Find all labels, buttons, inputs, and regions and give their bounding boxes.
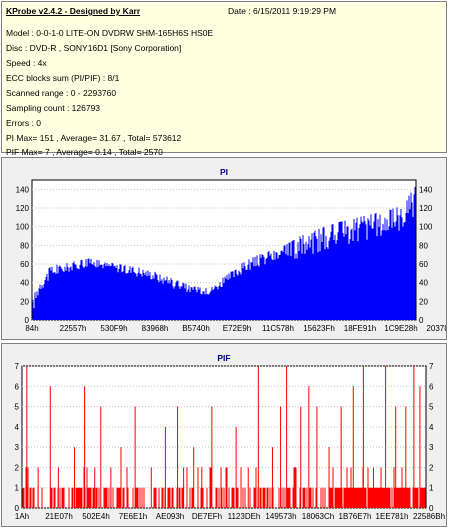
y-tick-label-right: 80 (419, 241, 428, 250)
y-tick-label-left: 100 (16, 223, 30, 232)
pi-chart-panel: PI 0 0 20 20 40 40 60 60 80 80 100 100 120 120 140 140 8… (1, 157, 447, 340)
y-tick-label-left: 0 (15, 504, 20, 513)
y-tick-label-right: 0 (419, 316, 424, 325)
x-tick-label: 7E6E1h (119, 512, 147, 521)
pi-stats-line: PI Max= 151 , Average= 31.67 , Total= 57… (6, 133, 182, 143)
x-tick-label: 203785h (426, 324, 446, 333)
pif-stats-line: PIF Max= 7 , Average= 0.14 , Total= 2570 (6, 147, 163, 157)
y-tick-label-right: 60 (419, 260, 428, 269)
y-tick-label-left: 4 (15, 423, 20, 432)
y-tick-label-right: 3 (429, 443, 434, 452)
y-tick-label-right: 1 (429, 484, 434, 493)
x-tick-label: 1123DEh (228, 512, 261, 521)
x-tick-label: 1B76E7h (339, 512, 372, 521)
pif-chart: 0 0 1 1 2 2 3 3 4 4 5 5 6 6 7 7 1Ah 21E07h 502E4h 7E6E1h AE0… (15, 362, 445, 521)
y-tick-label-left: 6 (15, 382, 20, 391)
x-tick-label: AE093h (156, 512, 184, 521)
y-tick-label-left: 1 (15, 484, 20, 493)
x-tick-label: 149573h (265, 512, 296, 521)
x-tick-label: 22586Bh (413, 512, 445, 521)
y-tick-label-left: 20 (20, 297, 29, 306)
x-tick-label: 1EE781h (376, 512, 409, 521)
pif-chart-title: PIF (217, 353, 231, 363)
x-tick-label: 83968h (142, 324, 169, 333)
y-tick-label-right: 100 (419, 223, 433, 232)
y-tick-label-left: 0 (25, 316, 30, 325)
disc-line: Disc : DVD-R , SONY16D1 [Sony Corporatio… (6, 43, 182, 53)
y-tick-label-right: 40 (419, 279, 428, 288)
y-tick-label-right: 7 (429, 362, 434, 371)
pi-chart: 0 0 20 20 40 40 60 60 80 80 100 100 120 120 140 140 84h 2… (16, 179, 446, 333)
pi-chart-title: PI (219, 167, 229, 177)
scan-date: Date : 6/15/2011 9:19:29 PM (228, 6, 337, 16)
y-tick-label-right: 5 (429, 403, 434, 412)
y-tick-label-right: 6 (429, 382, 434, 391)
app-title: KProbe v2.4.2 - Designed by Karr (6, 6, 141, 16)
y-tick-label-right: 0 (429, 504, 434, 513)
info-panel: KProbe v2.4.2 - Designed by Karr Date : … (1, 1, 447, 157)
y-tick-label-right: 140 (419, 185, 433, 194)
y-tick-label-right: 120 (419, 204, 433, 213)
x-tick-label: 11C578h (262, 324, 294, 333)
pi-series (32, 186, 416, 320)
x-tick-label: 84h (25, 324, 38, 333)
x-tick-label: 18FE91h (344, 324, 376, 333)
y-tick-label-left: 40 (20, 279, 29, 288)
y-tick-label-left: 3 (15, 443, 20, 452)
x-tick-label: 21E07h (45, 512, 73, 521)
y-tick-label-left: 140 (16, 185, 30, 194)
y-tick-label-right: 4 (429, 423, 434, 432)
ecc-line: ECC blocks sum (PI/PIF) : 8/1 (6, 73, 120, 83)
x-tick-label: 15623Fh (303, 324, 335, 333)
sampling-line: Sampling count : 126793 (6, 103, 101, 113)
pif-chart-panel: PIF 0 0 1 1 2 2 3 3 4 4 5 5 6 6 7 7 1Ah 21E07h 502E4h 7E6E1… (1, 343, 447, 527)
x-tick-label: 530F9h (100, 324, 127, 333)
x-tick-label: 1C9E28h (384, 324, 417, 333)
plot-area (21, 365, 427, 509)
y-tick-label-left: 60 (20, 260, 29, 269)
x-tick-label: 1Ah (15, 512, 29, 521)
y-tick-label-left: 80 (20, 241, 29, 250)
pif-series (22, 366, 426, 508)
x-tick-label: DE7EFh (192, 512, 222, 521)
x-tick-label: B5740h (182, 324, 210, 333)
x-tick-label: 22557h (60, 324, 87, 333)
y-tick-label-left: 5 (15, 403, 20, 412)
y-tick-label-left: 7 (15, 362, 20, 371)
y-tick-label-right: 20 (419, 297, 428, 306)
errors-line: Errors : 0 (6, 118, 41, 128)
y-tick-label-left: 2 (15, 463, 20, 472)
x-tick-label: E72E9h (223, 324, 251, 333)
y-tick-label-left: 120 (16, 204, 30, 213)
x-tick-label: 502E4h (82, 512, 110, 521)
y-tick-label-right: 2 (429, 463, 434, 472)
model-line: Model : 0-0-1-0 LITE-ON DVDRW SHM-165H6S… (6, 28, 214, 38)
speed-line: Speed : 4x (6, 58, 47, 68)
x-tick-label: 18063Ch (302, 512, 334, 521)
range-line: Scanned range : 0 - 2293760 (6, 88, 117, 98)
